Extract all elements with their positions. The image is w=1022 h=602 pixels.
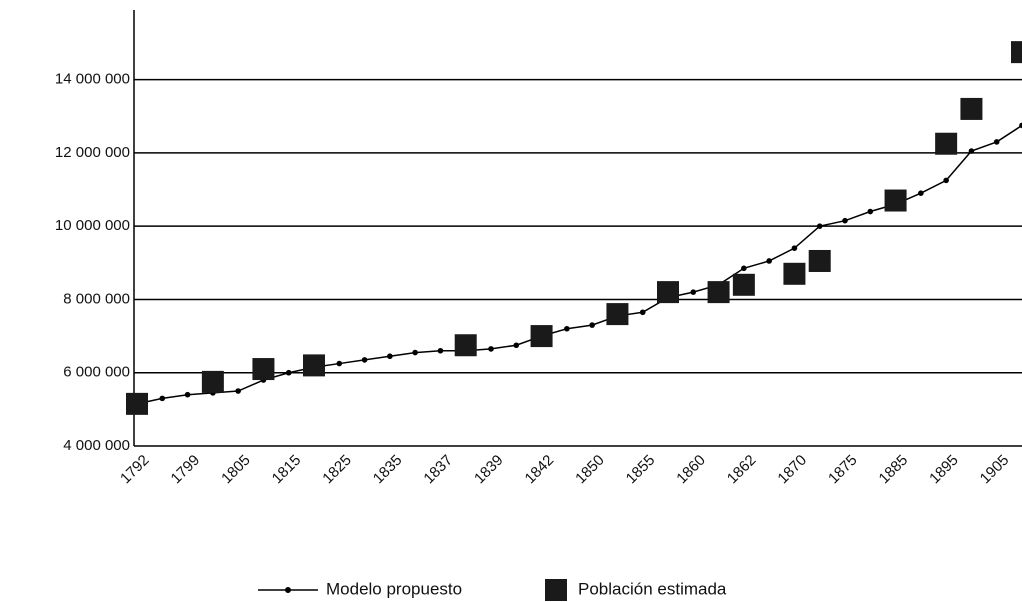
x-tick-label: 1862 [724,452,760,488]
estimate-square [884,189,907,212]
estimate-square [960,97,983,120]
model-point [741,265,747,272]
model-point [766,258,772,264]
y-tick-label: 10 000 000 [55,217,130,234]
model-line [136,124,1022,405]
estimate-square [126,392,148,415]
model-point [235,388,241,394]
model-point [564,325,570,332]
model-point [690,289,697,295]
model-point [159,395,166,402]
model-point [842,217,848,224]
x-tick-label: 1805 [218,452,254,488]
x-tick-label: 1792 [117,452,153,488]
legend-item: Población estimada [545,579,727,601]
x-tick-label: 1870 [774,452,810,488]
x-tick-label: 1850 [572,452,608,488]
estimate-square [732,273,755,296]
estimate-square [707,281,730,304]
estimate-square [303,354,325,377]
estimate-square [606,303,629,326]
legend-label: Población estimada [578,579,727,598]
model-point [184,391,191,398]
estimate-square [657,281,679,304]
model-point [513,342,520,349]
y-tick-label: 4 000 000 [63,437,130,454]
estimate-square [454,334,477,357]
legend-item: Modelo propuesto [258,579,462,598]
x-tick-label: 1855 [623,452,659,488]
x-tick-label: 1839 [471,452,507,488]
model-point [336,360,343,367]
x-tick-label: 1815 [269,452,305,488]
x-tick-label: 1799 [168,452,204,488]
legend-label: Modelo propuesto [326,579,462,598]
x-tick-label: 1875 [825,452,861,488]
y-tick-label: 12 000 000 [55,144,130,161]
legend-square [545,579,567,601]
model-point [285,369,292,376]
model-point [437,347,444,354]
y-tick-label: 14 000 000 [55,71,130,88]
x-tick-label: 1842 [522,452,558,488]
y-tick-label: 8 000 000 [63,290,130,307]
x-tick-label: 1835 [370,452,406,488]
model-point [993,139,1000,145]
model-point [867,208,874,215]
model-point [943,177,949,184]
model-point [639,309,646,316]
model-point [918,190,924,196]
estimate-square [530,325,553,348]
x-tick-label: 1885 [876,452,912,488]
estimate-square [252,358,275,381]
model-point [791,245,798,251]
model-point [412,349,418,356]
estimate-square [201,370,224,393]
estimate-square [808,249,831,272]
model-point [816,223,823,229]
legend-dot [285,587,291,593]
x-tick-label: 1895 [926,452,962,488]
estimate-square [1011,41,1022,64]
x-tick-label: 1837 [420,452,456,488]
x-tick-label: 1860 [673,452,709,488]
estimate-square [783,262,806,285]
x-tick-label: 1905 [977,452,1013,488]
model-point [968,148,975,154]
model-point [361,357,368,363]
model-point [1019,122,1022,129]
model-point [488,346,494,352]
x-tick-label: 1825 [319,452,355,488]
model-point [387,353,393,360]
estimate-square [935,132,958,155]
y-tick-label: 6 000 000 [63,364,130,381]
model-point [589,322,595,328]
